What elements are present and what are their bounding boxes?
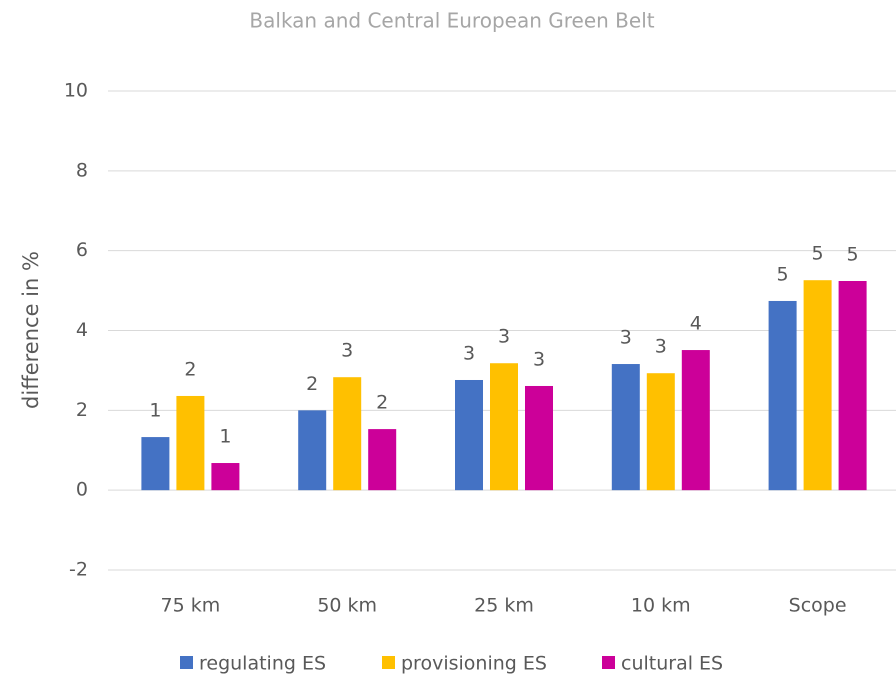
data-label: 5 — [812, 243, 824, 265]
y-tick-label: -2 — [69, 559, 88, 581]
data-label: 3 — [533, 348, 545, 370]
data-label: 4 — [690, 313, 702, 335]
x-tick-label: 75 km — [161, 595, 221, 617]
bar — [211, 463, 240, 491]
y-tick-label: 8 — [76, 159, 88, 181]
data-label: 3 — [341, 340, 353, 362]
y-axis-label: difference in % — [19, 251, 43, 409]
x-tick-label: 50 km — [317, 595, 377, 617]
bar — [141, 437, 170, 491]
data-label: 1 — [219, 426, 231, 448]
legend-swatch — [382, 656, 395, 669]
data-label: 5 — [777, 263, 789, 285]
bar — [176, 395, 205, 491]
y-tick-label: 2 — [76, 399, 88, 421]
data-label: 2 — [306, 373, 318, 395]
legend-label: provisioning ES — [401, 653, 547, 675]
bar — [611, 364, 640, 491]
data-label: 3 — [655, 336, 667, 358]
x-tick-label: 25 km — [474, 595, 534, 617]
bar — [681, 350, 710, 491]
data-label: 1 — [149, 400, 161, 422]
legend-swatch — [602, 656, 615, 669]
y-tick-label: 10 — [64, 80, 88, 102]
legend-label: regulating ES — [199, 653, 326, 675]
y-tick-label: 6 — [76, 239, 88, 261]
bar — [333, 377, 362, 491]
legend-swatch — [180, 656, 193, 669]
data-label: 2 — [376, 392, 388, 414]
bar — [768, 300, 797, 491]
data-label: 2 — [184, 358, 196, 380]
bar — [646, 373, 675, 491]
y-tick-label: 4 — [76, 319, 88, 341]
chart-title: Balkan and Central European Green Belt — [249, 9, 654, 33]
legend-label: cultural ES — [621, 653, 723, 675]
bar — [455, 379, 483, 491]
bar — [368, 429, 397, 491]
bar — [490, 363, 518, 491]
data-label: 3 — [620, 327, 632, 349]
x-tick-label: 10 km — [631, 595, 691, 617]
data-label: 3 — [463, 342, 475, 364]
bar — [838, 281, 867, 491]
data-label: 3 — [498, 326, 510, 348]
data-label: 5 — [847, 244, 859, 266]
x-tick-label: Scope — [789, 595, 847, 617]
bar — [525, 385, 553, 491]
bar — [298, 410, 327, 491]
bar — [803, 280, 832, 491]
y-tick-label: 0 — [76, 479, 88, 501]
